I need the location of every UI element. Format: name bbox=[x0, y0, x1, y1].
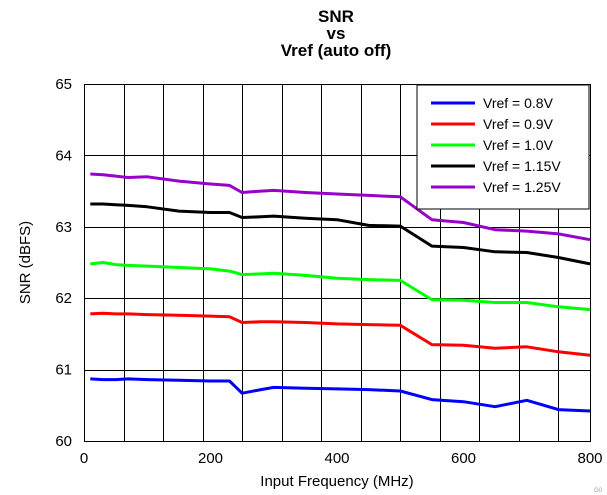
x-tick-label: 800 bbox=[577, 450, 602, 467]
y-tick-label: 65 bbox=[55, 76, 72, 93]
y-tick-label: 62 bbox=[55, 290, 72, 307]
legend-entry-label: Vref = 1.0V bbox=[483, 137, 554, 153]
series-lines bbox=[90, 172, 591, 413]
series-line bbox=[90, 377, 591, 413]
x-tick-label: 200 bbox=[198, 450, 223, 467]
legend: Vref = 0.8V Vref = 0.9V Vref = 1.0V Vref = … bbox=[416, 84, 590, 210]
y-axis-ticks: 60 61 62 63 64 65 bbox=[55, 76, 72, 450]
series-line bbox=[90, 311, 591, 357]
corner-label: G0 bbox=[594, 488, 603, 494]
legend-entry-label: Vref = 0.9V bbox=[483, 116, 554, 132]
y-tick-label: 63 bbox=[55, 219, 72, 236]
y-tick-label: 61 bbox=[55, 362, 72, 379]
legend-entry-label: Vref = 1.15V bbox=[483, 158, 561, 174]
series-line bbox=[90, 172, 591, 242]
series-line bbox=[90, 202, 591, 266]
x-tick-label: 400 bbox=[324, 450, 349, 467]
chart-title-line: SNR bbox=[318, 7, 354, 26]
x-axis-ticks: 0 200 400 600 800 bbox=[80, 450, 603, 467]
chart-title-line: vs bbox=[327, 24, 346, 43]
legend-entry-label: Vref = 0.8V bbox=[483, 95, 554, 111]
x-axis-label: Input Frequency (MHz) bbox=[260, 473, 413, 490]
x-tick-label: 0 bbox=[80, 450, 88, 467]
y-tick-label: 60 bbox=[55, 433, 72, 450]
series-line bbox=[90, 261, 591, 312]
plot-area-frame bbox=[84, 84, 591, 442]
x-tick-label: 600 bbox=[451, 450, 476, 467]
y-axis-label: SNR (dBFS) bbox=[17, 221, 34, 304]
chart-title-line: Vref (auto off) bbox=[281, 41, 392, 60]
y-tick-label: 64 bbox=[55, 147, 72, 164]
legend-entry-label: Vref = 1.25V bbox=[483, 179, 561, 195]
